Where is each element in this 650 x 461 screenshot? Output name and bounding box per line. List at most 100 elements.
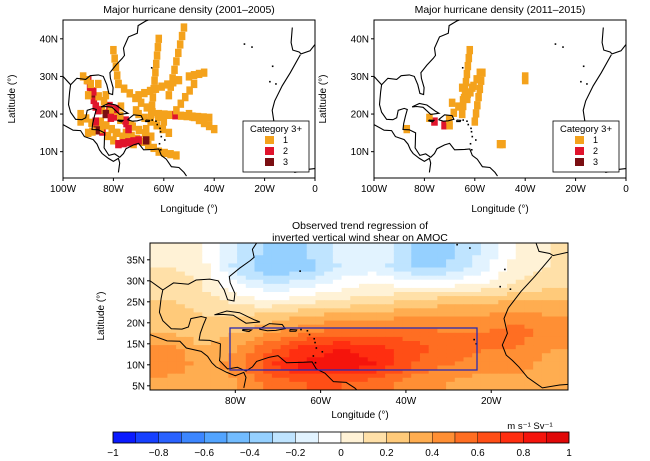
panel-b-legend-title: Category 3+	[560, 124, 612, 135]
y-tick-label: 10N	[40, 147, 58, 158]
field-cell	[480, 275, 491, 281]
field-cell	[428, 283, 438, 289]
coastline-gulfUS	[162, 243, 258, 302]
field-cell	[332, 385, 343, 390]
field-cell	[315, 349, 325, 354]
field-cell	[341, 247, 351, 252]
field-cell	[489, 271, 499, 277]
field-cell	[419, 328, 430, 334]
field-cell	[176, 324, 186, 330]
field-cell	[419, 373, 430, 379]
field-cell	[550, 259, 560, 265]
island-marker	[461, 66, 464, 69]
field-cell	[446, 287, 456, 293]
field-cell	[350, 296, 360, 301]
field-cell	[385, 316, 395, 322]
field-cell	[541, 385, 552, 390]
field-cell	[193, 361, 203, 367]
field-cell	[150, 255, 160, 260]
field-cell	[367, 287, 378, 293]
density-cell	[176, 40, 184, 49]
field-cell	[341, 259, 351, 265]
field-cell	[524, 365, 534, 371]
field-cell	[150, 341, 160, 346]
field-cell	[385, 336, 395, 342]
field-cell	[219, 361, 229, 367]
field-cell	[480, 287, 491, 293]
field-cell	[254, 308, 264, 314]
density-cell	[89, 127, 96, 136]
field-cell	[254, 345, 264, 350]
field-cell	[454, 357, 465, 363]
field-cell	[533, 316, 543, 322]
field-cell	[385, 292, 395, 297]
density-cell	[165, 128, 173, 137]
field-cell	[237, 316, 247, 322]
island-marker	[164, 139, 166, 141]
island-marker	[473, 338, 475, 341]
field-cell	[559, 292, 568, 297]
y-tick-label: 10N	[351, 147, 369, 158]
field-cell	[385, 243, 395, 248]
colorbar-cell	[340, 431, 364, 444]
field-cell	[376, 275, 386, 281]
field-cell	[376, 296, 386, 301]
field-cell	[228, 341, 238, 346]
field-cell	[158, 365, 169, 371]
field-cell	[533, 308, 543, 314]
field-cell	[367, 300, 378, 305]
field-cell	[533, 263, 543, 269]
field-cell	[498, 361, 508, 367]
field-cell	[446, 357, 456, 363]
field-cell	[289, 357, 299, 363]
colorbar-cells	[112, 431, 570, 444]
field-cell	[289, 361, 299, 367]
field-cell	[228, 373, 238, 379]
field-cell	[507, 247, 517, 252]
field-cell	[176, 357, 186, 363]
field-cell	[237, 373, 247, 379]
colorbar-tick-labels: −1 −0.8 −0.6 −0.4 −0.2 0 0.2 0.4 0.6 0.8 1	[107, 448, 572, 459]
field-cell	[306, 357, 317, 363]
field-cell	[324, 357, 334, 363]
field-cell	[489, 251, 499, 256]
field-cell	[176, 275, 186, 281]
field-cell	[498, 279, 508, 285]
field-cell	[524, 271, 534, 277]
field-cell	[428, 300, 438, 305]
density-cell	[499, 140, 506, 149]
field-cell	[245, 357, 256, 363]
field-cell	[428, 341, 438, 346]
field-cell	[559, 279, 568, 285]
field-cell	[533, 324, 543, 330]
field-cell	[489, 353, 499, 358]
field-cell	[419, 377, 430, 383]
field-cell	[367, 247, 378, 252]
field-cell	[176, 304, 186, 309]
field-cell	[332, 341, 343, 346]
island-marker	[471, 135, 474, 138]
field-cell	[263, 243, 273, 248]
field-cell	[454, 332, 465, 338]
field-cell	[411, 324, 421, 330]
density-cell	[475, 92, 482, 102]
island-marker	[462, 119, 465, 121]
colorbar-tick-label: −0.2	[286, 448, 306, 459]
density-cell	[183, 111, 191, 121]
field-cell	[193, 385, 203, 390]
field-cell	[228, 243, 238, 248]
density-cell	[465, 53, 473, 63]
field-cell	[176, 287, 186, 293]
field-cell	[350, 373, 360, 379]
field-cell	[550, 316, 560, 322]
field-cell	[367, 320, 378, 326]
y-tick-label: 30N	[40, 72, 58, 83]
field-cell	[428, 304, 438, 309]
field-cell	[184, 332, 195, 338]
legend-label-2: 2	[283, 146, 288, 156]
field-cell	[419, 304, 430, 309]
field-cell	[376, 385, 386, 390]
field-cell	[298, 345, 308, 350]
field-cell	[150, 385, 160, 390]
